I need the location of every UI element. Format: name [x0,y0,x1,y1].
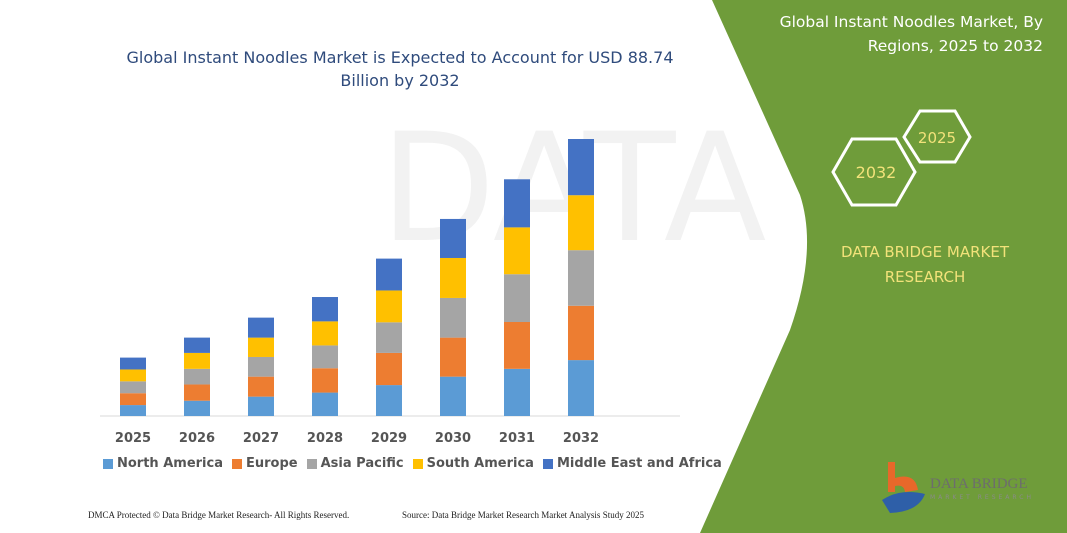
bar-segment-2030-europe [440,337,466,377]
bar-segment-2025-middle-east-and-africa [120,357,146,370]
bar-segment-2027-south-america [248,337,274,357]
bar-segment-2028-middle-east-and-africa [312,297,338,322]
legend-item: South America [412,456,534,471]
bar-segment-2029-south-america [376,290,402,323]
bar-segment-2026-asia-pacific [184,368,210,385]
x-tick-label: 2028 [307,431,343,446]
bar-segment-2030-asia-pacific [440,297,466,338]
legend-label: Europe [246,456,298,471]
x-tick-label: 2030 [435,431,471,446]
bar-segment-2025-asia-pacific [120,381,146,394]
bar-segment-2031-europe [504,322,530,369]
bar-segment-2032-south-america [568,195,594,251]
legend-swatch [306,458,317,469]
panel-title: Global Instant Noodles Market, By Region… [779,13,1043,55]
bar-segment-2031-south-america [504,227,530,275]
bar-segment-2031-north-america [504,368,530,416]
chart-title: Global Instant Noodles Market is Expecte… [126,48,674,90]
legend-label: Middle East and Africa [556,456,722,471]
footer-source: Source: Data Bridge Market Research Mark… [402,510,644,520]
hexagon-2025: 2025 [902,109,972,164]
legend-item: Europe [232,456,298,471]
x-tick-label: 2027 [243,431,279,446]
chart-area: 2025 2026 2027 2028 2029 2030 2031 2032 [100,139,680,446]
bar-segment-2030-south-america [440,257,466,298]
brand-name: DATA BRIDGE MARKET RESEARCH [840,243,1010,286]
legend-label: South America [426,456,534,471]
legend-swatch [103,458,113,469]
legend-item: North America [103,456,223,471]
bar-segment-2031-middle-east-and-africa [504,179,530,228]
bar-segment-2032-middle-east-and-africa [568,139,594,196]
bar-segment-2028-south-america [312,321,338,346]
bar-segment-2028-asia-pacific [312,345,338,369]
bar-segment-2026-europe [184,384,210,401]
bar-segment-2026-middle-east-and-africa [184,337,210,353]
x-tick-label: 2031 [499,431,535,446]
bar-segment-2028-north-america [312,392,338,416]
x-tick-label: 2029 [371,431,407,446]
legend-swatch [232,458,242,469]
legend-item: Middle East and Africa [542,456,722,471]
chart-legend: North America Europe Asia Pacific South Ame… [103,456,722,471]
bar-segment-2027-asia-pacific [248,356,274,377]
legend-item: Asia Pacific [306,456,404,471]
bar-segment-2025-south-america [120,369,146,382]
bar-segment-2025-north-america [120,405,146,416]
bar-segment-2029-north-america [376,385,402,416]
bar-segment-2029-asia-pacific [376,322,402,353]
green-panel [700,0,1067,533]
bar-segment-2026-north-america [184,400,210,416]
logo-subtext: MARKET RESEARCH [930,494,1034,501]
bar-segment-2028-europe [312,368,338,393]
data-bridge-logo-icon [882,462,925,513]
hex-label-2032: 2032 [856,163,897,182]
footer-copyright: DMCA Protected © Data Bridge Market Rese… [88,510,350,520]
bar-segment-2026-south-america [184,352,210,369]
bar-segment-2025-europe [120,393,146,406]
bar-segment-2027-north-america [248,396,274,416]
hex-label-2025: 2025 [918,129,956,147]
bar-segment-2027-europe [248,376,274,397]
bar-segment-2029-europe [376,352,402,386]
bar-segment-2031-asia-pacific [504,274,530,323]
legend-label: North America [117,456,223,471]
logo-text: DATA BRIDGE [930,476,1028,492]
legend-swatch [412,458,423,469]
bar-segment-2032-north-america [568,360,594,416]
x-tick-label: 2032 [563,431,599,446]
bar-segment-2032-asia-pacific [568,250,594,306]
hexagon-2032: 2032 [831,137,917,207]
legend-label: Asia Pacific [320,456,404,471]
bar-segment-2030-middle-east-and-africa [440,218,466,258]
x-tick-label: 2026 [179,431,215,446]
bar-segment-2030-north-america [440,376,466,416]
bar-segment-2032-europe [568,305,594,361]
bar-segment-2029-middle-east-and-africa [376,258,402,291]
legend-swatch [542,458,553,469]
bar-segment-2027-middle-east-and-africa [248,317,274,338]
x-tick-label: 2025 [115,431,151,446]
